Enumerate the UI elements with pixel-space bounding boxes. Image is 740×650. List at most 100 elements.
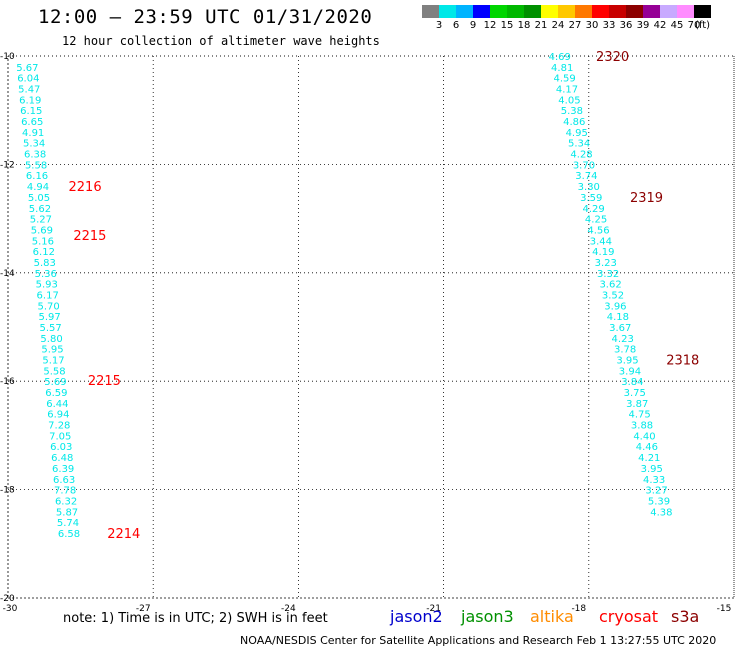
pass-time-label: 2215 [88, 374, 121, 389]
lat-tick-label: -12 [0, 160, 15, 170]
wave-height-value: 5.87 [56, 507, 78, 518]
wave-height-value: 4.29 [583, 204, 605, 215]
wave-height-value: 6.15 [20, 106, 42, 117]
map-axes: -30 -27 -24 -21 -18 -15 -10 -12 -14 -16 -18 -20 [0, 52, 731, 614]
map-title: 12:00 – 23:59 UTC 01/31/2020 [38, 6, 373, 28]
scale-label: 27 [568, 20, 582, 31]
scale-swatch [473, 5, 490, 18]
wave-height-value: 3.84 [621, 377, 643, 388]
wave-height-value: 3.32 [597, 269, 619, 280]
wave-height-value: 4.23 [612, 334, 634, 345]
scale-label: 6 [452, 20, 460, 31]
wave-height-value: 5.97 [38, 312, 60, 323]
wave-height-value: 4.18 [607, 312, 629, 323]
lat-tick-label: -10 [0, 52, 15, 62]
scale-label: 24 [551, 20, 565, 31]
scale-swatch [439, 5, 456, 18]
wave-height-value: 3.75 [624, 388, 646, 399]
wave-height-value: 5.27 [30, 215, 52, 226]
scale-swatch [422, 5, 439, 18]
wave-height-value: 6.12 [33, 247, 55, 258]
scale-swatch [694, 5, 711, 18]
wave-height-value: 3.95 [641, 464, 663, 475]
wave-height-value: 4.94 [27, 182, 49, 193]
wave-height-value: 3.87 [626, 399, 648, 410]
wave-height-value: 5.16 [32, 236, 54, 247]
wave-height-value: 5.67 [16, 63, 38, 74]
wave-height-value: 3.27 [645, 486, 667, 497]
lon-tick-label: -21 [426, 604, 441, 614]
wave-height-value: 6.17 [37, 290, 59, 301]
scale-swatch [490, 5, 507, 18]
scale-label: 70 [687, 20, 701, 31]
wave-height-value: 4.33 [643, 475, 665, 486]
wave-height-value: 6.58 [58, 529, 80, 540]
mission-label-jason3: jason3 [461, 607, 514, 626]
wave-height-value: 5.69 [44, 377, 66, 388]
scale-swatch [558, 5, 575, 18]
wave-height-value: 4.46 [636, 442, 658, 453]
scale-label: 9 [469, 20, 477, 31]
wave-height-value: 3.94 [619, 366, 641, 377]
wave-height-value: 4.91 [22, 128, 44, 139]
wave-height-value: 4.69 [549, 52, 571, 63]
wave-height-value: 5.58 [25, 160, 47, 171]
wave-height-value: 4.81 [551, 63, 573, 74]
scale-label: 42 [653, 20, 667, 31]
wave-height-value: 6.19 [19, 95, 41, 106]
wave-height-value: 4.17 [556, 85, 578, 96]
scale-label: 18 [517, 20, 531, 31]
wave-height-value: 3.59 [580, 193, 602, 204]
wave-height-value: 6.63 [53, 475, 75, 486]
wave-height-value: 3.23 [595, 258, 617, 269]
wave-height-value: 4.40 [633, 431, 655, 442]
wave-height-value: 6.03 [50, 442, 72, 453]
wave-height-value: 5.74 [57, 518, 79, 529]
map-subtitle: 12 hour collection of altimeter wave hei… [62, 34, 380, 48]
wave-height-value: 5.34 [568, 139, 590, 150]
wave-height-value: 6.48 [51, 453, 73, 464]
scale-swatch [507, 5, 524, 18]
wave-height-value: 6.44 [46, 399, 68, 410]
scale-label: 30 [585, 20, 599, 31]
wave-height-value: 3.62 [599, 280, 621, 291]
lat-tick-label: -18 [0, 486, 15, 496]
wave-height-value: 6.94 [47, 410, 69, 421]
scale-swatch [609, 5, 626, 18]
wave-height-value: 4.56 [587, 225, 609, 236]
scale-swatch [660, 5, 677, 18]
scale-swatch [592, 5, 609, 18]
wave-height-value: 5.80 [40, 334, 62, 345]
wave-height-color-scale: 3 6 9 12 15 18 21 24 27 30 33 36 39 42 45 70 (ft) [422, 5, 711, 32]
wave-height-value: 5.47 [18, 85, 40, 96]
wave-height-value: 7.28 [48, 421, 70, 432]
scale-swatch [575, 5, 592, 18]
wave-height-value: 6.65 [21, 117, 43, 128]
wave-height-value: 5.05 [28, 193, 50, 204]
pass-time-label: 2214 [107, 527, 140, 542]
wave-height-value: 3.96 [604, 301, 626, 312]
scale-label: 39 [636, 20, 650, 31]
scale-label: 3 [435, 20, 443, 31]
wave-height-value: 3.74 [575, 171, 597, 182]
wave-height-value: 4.05 [558, 95, 580, 106]
wave-height-value: 3.30 [578, 182, 600, 193]
lon-tick-label: -15 [717, 604, 732, 614]
scale-swatch [524, 5, 541, 18]
lat-tick-label: -20 [0, 594, 15, 604]
mission-label-s3a: s3a [671, 607, 700, 626]
wave-height-value: 5.17 [42, 356, 64, 367]
wave-height-value: 5.83 [34, 258, 56, 269]
lon-tick-label: -18 [571, 604, 586, 614]
scale-label: 12 [483, 20, 497, 31]
wave-height-value: 5.39 [648, 496, 670, 507]
wave-height-value: 4.38 [650, 507, 672, 518]
pass-time-label: 2318 [666, 354, 699, 369]
scale-label: 21 [534, 20, 548, 31]
wave-height-value: 4.21 [638, 453, 660, 464]
wave-height-value: 3.67 [609, 323, 631, 334]
map-frame [7, 55, 735, 599]
footer-credit: NOAA/NESDIS Center for Satellite Applica… [240, 634, 717, 647]
wave-height-value: 3.70 [573, 160, 595, 171]
